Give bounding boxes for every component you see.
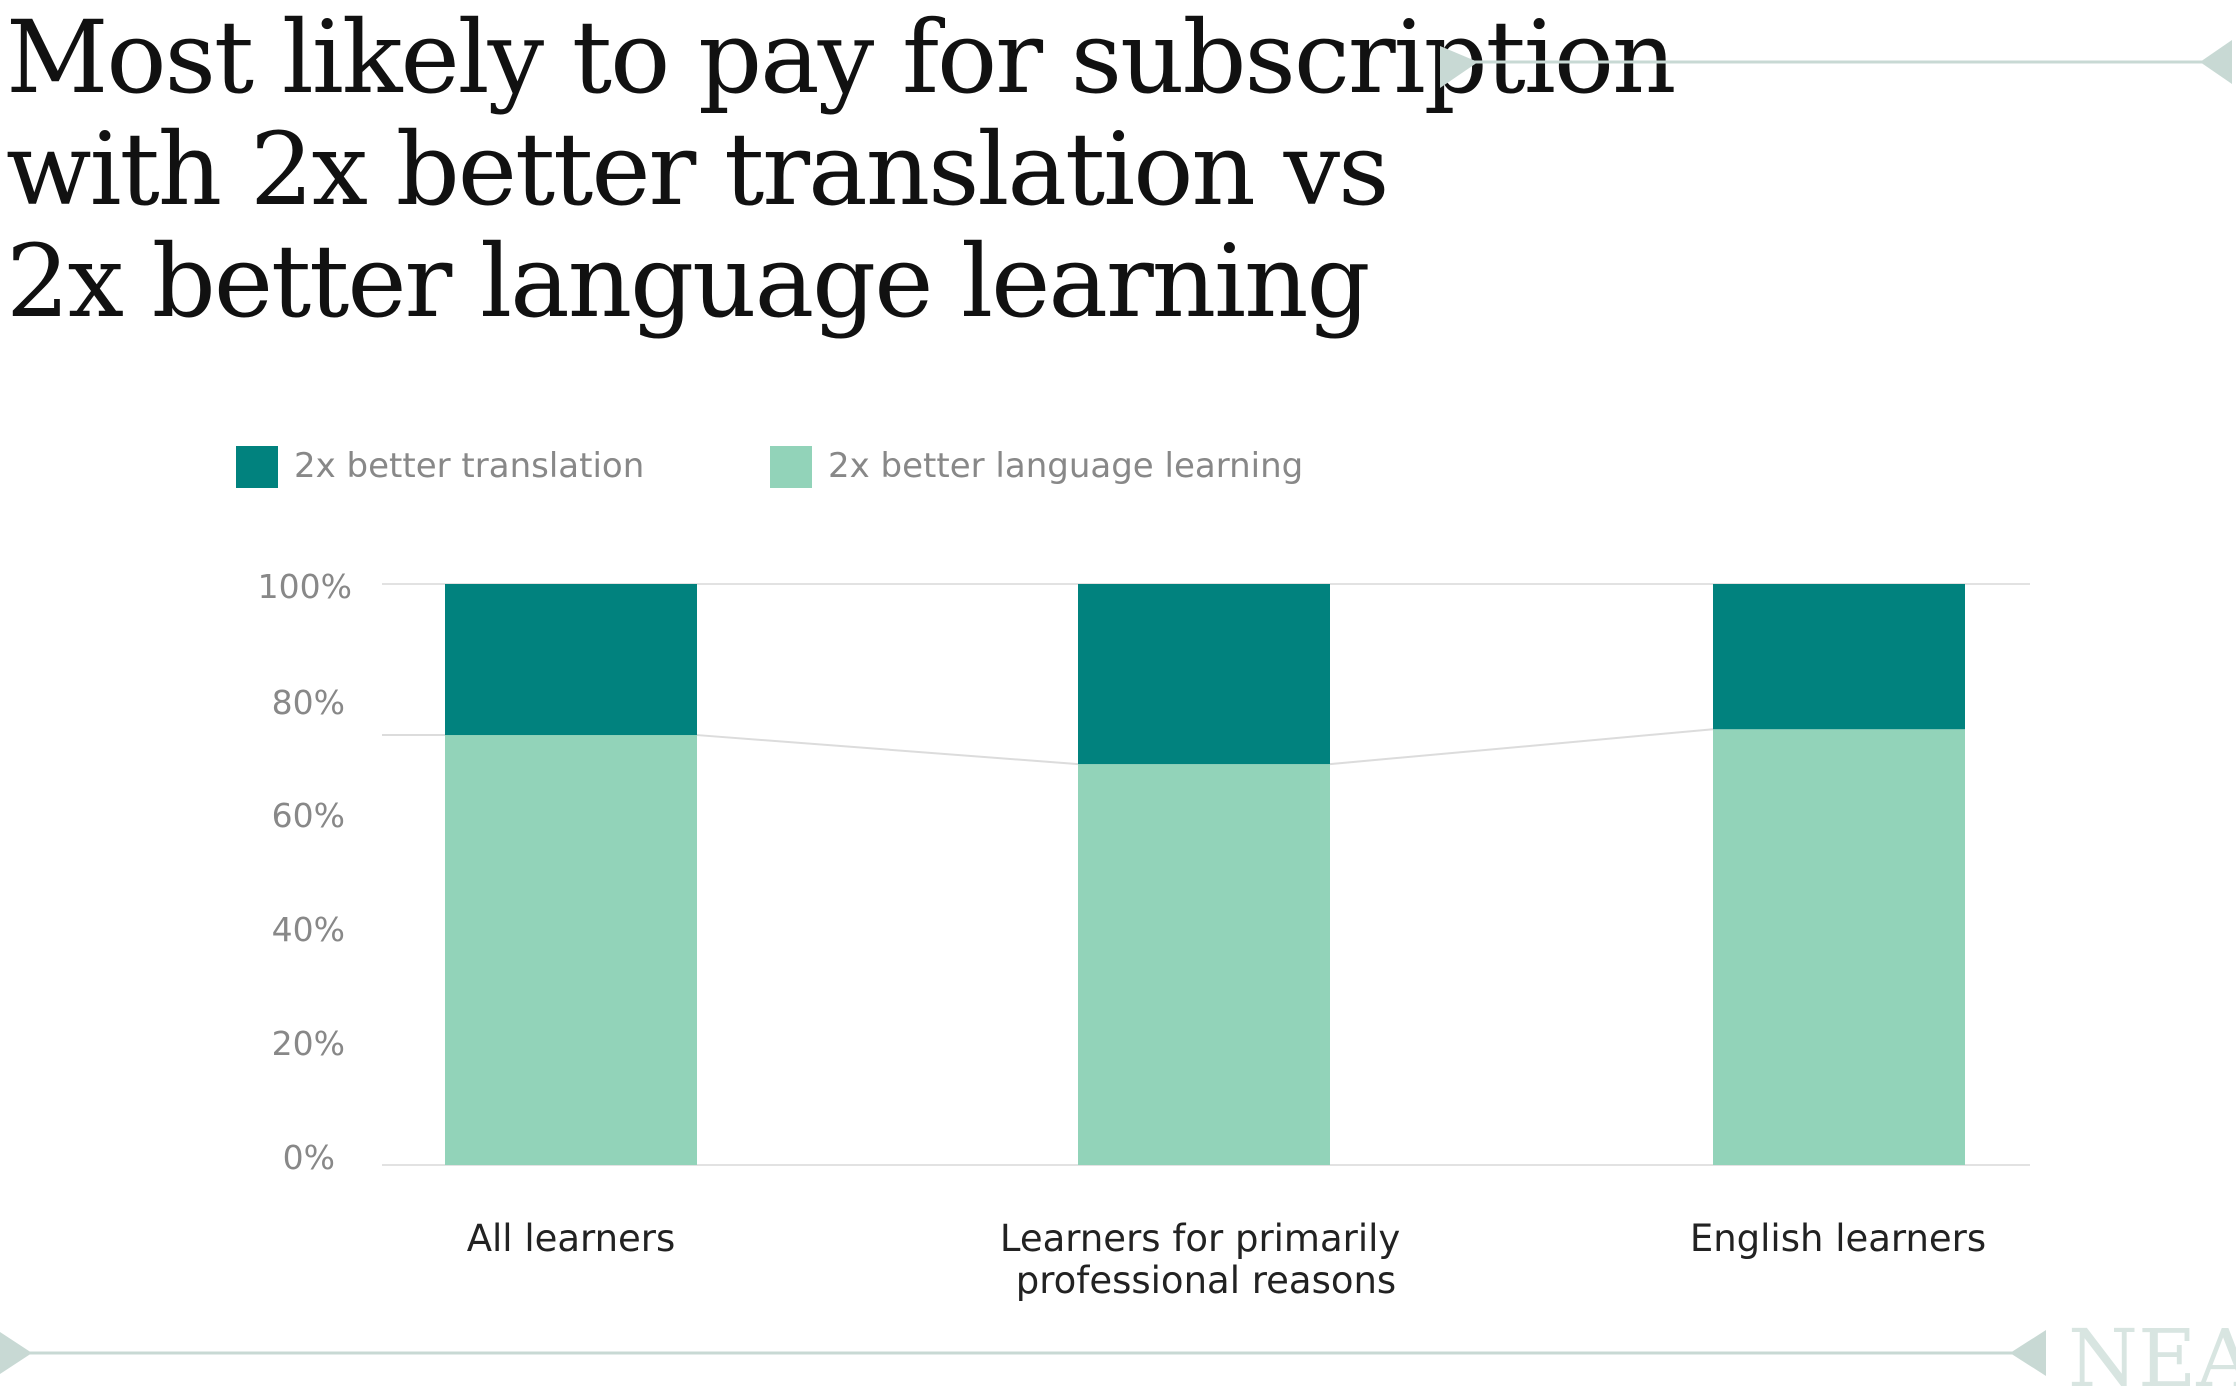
category-label-all-learners: All learners (467, 1217, 676, 1260)
nea-logo: NEA (2068, 1312, 2236, 1386)
top-rule-arrow-right (2200, 40, 2232, 84)
category-label-line: English learners (1690, 1217, 1986, 1260)
y-tick-label: 20% (272, 1024, 345, 1063)
category-label-professional: Learners for primarily professional reas… (1000, 1217, 1412, 1302)
legend-label-translation: 2x better translation (294, 446, 644, 486)
bottom-rule-arrow-right (2010, 1330, 2046, 1376)
title-line: with 2x better translation vs (6, 111, 1389, 228)
y-tick-label: 80% (272, 683, 345, 722)
category-label-line: All learners (467, 1217, 676, 1260)
category-label-line: Learners for primarily (1000, 1217, 1400, 1260)
y-tick-label: 60% (272, 796, 345, 835)
slide-title: Most likely to pay for subscription with… (6, 0, 1676, 340)
top-rule-arrow-left (1440, 46, 1478, 88)
connector-line (696, 734, 1079, 766)
bar-translation-all-learners (445, 584, 697, 736)
connector-line (1329, 728, 1714, 766)
bar-translation-english-learners (1713, 584, 1965, 730)
title-line: 2x better language learning (6, 223, 1371, 340)
bar-language-learning-professional (1078, 764, 1330, 1165)
bottom-decor-rule (0, 1330, 2046, 1376)
category-label-english-learners: English learners (1690, 1217, 1986, 1260)
legend-swatch-language-learning (770, 446, 812, 488)
legend: 2x better translation 2x better language… (236, 446, 1303, 488)
legend-swatch-translation (236, 446, 278, 488)
y-tick-label: 100% (258, 567, 352, 606)
y-axis: 100% 80% 60% 40% 20% 0% (258, 567, 352, 1177)
bar-language-learning-english-learners (1713, 729, 1965, 1165)
y-tick-label: 0% (283, 1138, 335, 1177)
category-label-line: professional reasons (1016, 1259, 1396, 1302)
bar-language-learning-all-learners (445, 735, 697, 1165)
connectors (382, 728, 1714, 766)
title-line: Most likely to pay for subscription (6, 0, 1676, 116)
bottom-rule-arrow-left (0, 1332, 32, 1374)
x-axis-labels: All learners Learners for primarily prof… (467, 1217, 1986, 1302)
top-decor-rule (1440, 40, 2232, 88)
legend-label-language-learning: 2x better language learning (828, 446, 1303, 486)
bars (445, 584, 1965, 1165)
bar-translation-professional (1078, 584, 1330, 765)
y-tick-label: 40% (272, 910, 345, 949)
